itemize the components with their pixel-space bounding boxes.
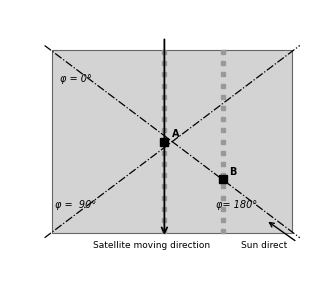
Text: A: A	[172, 129, 180, 139]
Text: φ= 180°: φ= 180°	[216, 199, 258, 210]
Text: Satellite moving direction: Satellite moving direction	[93, 241, 210, 250]
Text: B: B	[229, 167, 237, 177]
Text: φ =  90°: φ = 90°	[55, 199, 96, 210]
Text: φ = 0°: φ = 0°	[60, 74, 92, 84]
Bar	[52, 50, 292, 233]
Text: Sun direct: Sun direct	[241, 241, 287, 250]
